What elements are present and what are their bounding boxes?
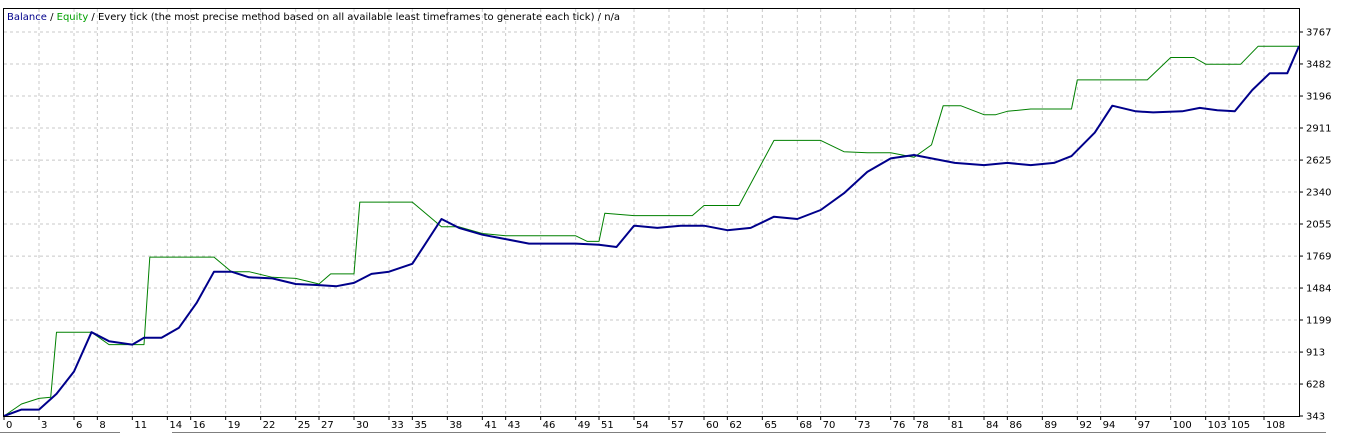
equity-line bbox=[3, 45, 1299, 417]
x-tick-label: 62 bbox=[729, 420, 742, 431]
x-tick-label: 108 bbox=[1266, 420, 1285, 431]
balance-line bbox=[3, 45, 1300, 417]
x-tick-label: 22 bbox=[263, 420, 276, 431]
bottom-scrollbar-right[interactable] bbox=[172, 432, 1326, 437]
y-tick-label: 1484 bbox=[1306, 284, 1331, 295]
y-tick-label: 2340 bbox=[1306, 188, 1331, 199]
y-tick-label: 1199 bbox=[1306, 316, 1331, 327]
y-tick-label: 2625 bbox=[1306, 156, 1331, 167]
x-tick-label: 25 bbox=[298, 420, 311, 431]
x-tick-label: 54 bbox=[636, 420, 649, 431]
y-tick-label: 913 bbox=[1306, 348, 1325, 359]
y-tick-label: 3482 bbox=[1306, 59, 1331, 70]
x-tick-label: 38 bbox=[449, 420, 462, 431]
x-tick-label: 86 bbox=[1009, 420, 1022, 431]
x-tick-label: 30 bbox=[356, 420, 369, 431]
x-tick-label: 6 bbox=[76, 420, 82, 431]
x-tick-label: 19 bbox=[228, 420, 241, 431]
plot-frame bbox=[3, 8, 1300, 417]
x-tick-label: 41 bbox=[484, 420, 497, 431]
x-tick-label: 46 bbox=[543, 420, 556, 431]
y-tick-label: 2055 bbox=[1306, 220, 1331, 231]
x-tick-label: 27 bbox=[321, 420, 334, 431]
x-tick-label: 8 bbox=[99, 420, 105, 431]
x-tick-label: 100 bbox=[1173, 420, 1192, 431]
x-tick-label: 103 bbox=[1208, 420, 1227, 431]
x-tick-label: 89 bbox=[1044, 420, 1057, 431]
x-tick-label: 84 bbox=[986, 420, 999, 431]
x-tick-label: 0 bbox=[6, 420, 12, 431]
x-tick-label: 78 bbox=[916, 420, 929, 431]
x-tick-label: 49 bbox=[578, 420, 591, 431]
y-tick-label: 3767 bbox=[1306, 28, 1331, 39]
x-tick-label: 94 bbox=[1103, 420, 1116, 431]
legend-separator: / bbox=[47, 12, 57, 23]
chart-legend: Balance / Equity / Every tick (the most … bbox=[7, 12, 620, 23]
x-tick-label: 51 bbox=[601, 420, 614, 431]
legend-test-mode: Every tick (the most precise method base… bbox=[98, 12, 595, 23]
x-tick-label: 68 bbox=[799, 420, 812, 431]
y-tick-label: 628 bbox=[1306, 380, 1325, 391]
y-tick-label: 3196 bbox=[1306, 92, 1331, 103]
x-tick-label: 65 bbox=[764, 420, 777, 431]
x-tick-label: 57 bbox=[671, 420, 684, 431]
x-tick-label: 70 bbox=[823, 420, 836, 431]
x-tick-label: 81 bbox=[951, 420, 964, 431]
x-tick-label: 73 bbox=[858, 420, 871, 431]
x-tick-label: 76 bbox=[893, 420, 906, 431]
legend-equity: Equity bbox=[57, 12, 89, 23]
x-tick-label: 43 bbox=[508, 420, 521, 431]
legend-separator: / bbox=[88, 12, 98, 23]
x-tick-label: 92 bbox=[1079, 420, 1092, 431]
y-tick-label: 343 bbox=[1306, 412, 1325, 423]
x-tick-label: 11 bbox=[134, 420, 147, 431]
bottom-scrollbar-left[interactable] bbox=[0, 432, 120, 437]
x-tick-label: 97 bbox=[1138, 420, 1151, 431]
x-tick-label: 60 bbox=[706, 420, 719, 431]
x-tick-label: 16 bbox=[193, 420, 206, 431]
x-tick-label: 33 bbox=[391, 420, 404, 431]
x-tick-label: 35 bbox=[414, 420, 427, 431]
legend-separator: / bbox=[594, 12, 604, 23]
x-tick-label: 14 bbox=[169, 420, 182, 431]
legend-balance: Balance bbox=[7, 12, 47, 23]
x-tick-label: 3 bbox=[41, 420, 47, 431]
x-tick-label: 105 bbox=[1231, 420, 1250, 431]
legend-na: n/a bbox=[604, 12, 620, 23]
y-tick-label: 1769 bbox=[1306, 252, 1331, 263]
y-tick-label: 2911 bbox=[1306, 124, 1331, 135]
